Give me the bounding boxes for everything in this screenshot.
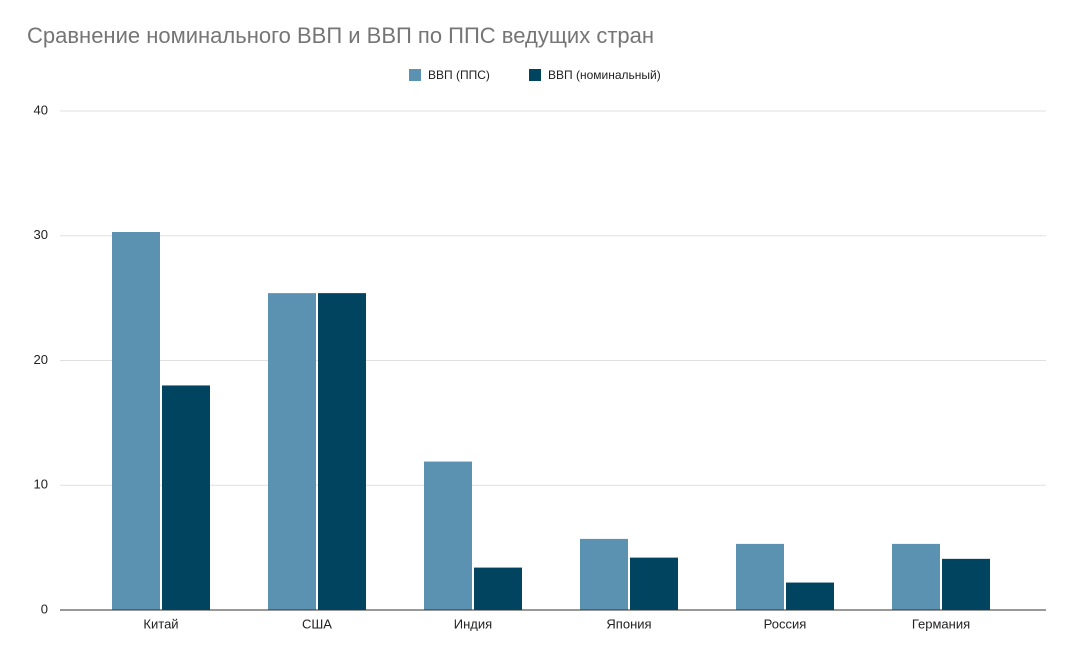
bar bbox=[268, 293, 316, 610]
bar bbox=[424, 461, 472, 610]
legend-swatch bbox=[409, 69, 421, 81]
y-tick-label: 30 bbox=[34, 227, 48, 242]
bar bbox=[630, 557, 678, 610]
legend-label: ВВП (ППС) bbox=[428, 68, 490, 82]
y-tick-label: 40 bbox=[34, 102, 48, 117]
bar bbox=[892, 543, 940, 610]
x-tick-label: Россия bbox=[764, 616, 807, 631]
bar bbox=[112, 232, 160, 610]
bar bbox=[736, 543, 784, 610]
y-tick-label: 10 bbox=[34, 477, 48, 492]
y-tick-label: 20 bbox=[34, 352, 48, 367]
x-tick-label: Китай bbox=[143, 616, 178, 631]
bar bbox=[162, 385, 210, 610]
chart-title: Сравнение номинального ВВП и ВВП по ППС … bbox=[27, 23, 654, 48]
bar bbox=[786, 582, 834, 610]
y-tick-label: 0 bbox=[41, 601, 48, 616]
x-tick-label: Япония bbox=[606, 616, 651, 631]
bar bbox=[318, 293, 366, 610]
bar bbox=[942, 558, 990, 610]
legend-label: ВВП (номинальный) bbox=[548, 68, 661, 82]
x-tick-label: США bbox=[302, 616, 332, 631]
bar bbox=[580, 538, 628, 610]
x-tick-label: Индия bbox=[454, 616, 492, 631]
legend-swatch bbox=[529, 69, 541, 81]
bar bbox=[474, 567, 522, 610]
x-tick-label: Германия bbox=[912, 616, 970, 631]
